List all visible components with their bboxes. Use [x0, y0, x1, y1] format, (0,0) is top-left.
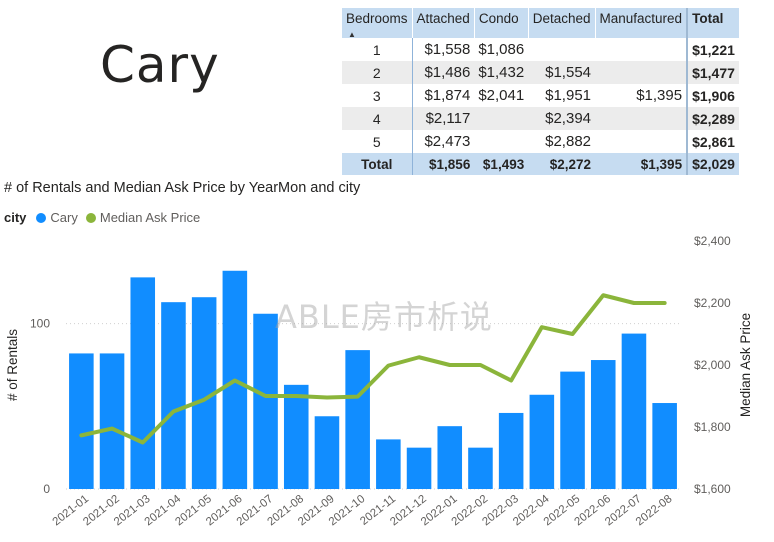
bar-2022-01	[437, 426, 463, 489]
y-right-tick-label: $1,600	[694, 482, 731, 496]
total-attached: $1,856	[412, 153, 475, 175]
bar-2021-08	[283, 384, 309, 489]
y-right-tick-label: $2,400	[694, 234, 731, 248]
y-tick-label: 100	[30, 317, 50, 331]
bar-2021-03	[130, 277, 156, 489]
attached-cell: $1,486	[412, 61, 475, 84]
y-tick-label: 0	[43, 482, 50, 496]
legend-label-cary: Cary	[50, 210, 78, 225]
bar-2021-10	[345, 350, 370, 489]
city-title: Cary	[100, 36, 220, 94]
bar-2022-04	[529, 394, 555, 489]
manufactured-cell: $1,395	[636, 87, 683, 104]
row-total-cell: $1,906	[686, 84, 739, 107]
table-row: 4 $2,117 $2,394 $2,289	[342, 107, 739, 130]
header-attached[interactable]: Attached	[411, 8, 475, 38]
bar-2022-05	[560, 371, 585, 489]
bar-2022-03	[498, 412, 524, 489]
bar-2021-09	[314, 416, 340, 489]
table-total-row: Total $1,856 $1,493 $2,272 $1,395 $2,029	[342, 153, 739, 175]
bar-2022-08	[652, 403, 677, 489]
detached-cell: $2,882	[545, 133, 592, 150]
rent-matrix-table: Bedrooms ▲ Attached Condo Detached Manuf…	[342, 8, 739, 175]
legend-dot-cary-icon	[36, 212, 47, 223]
legend-dot-median-ask-price-icon	[85, 212, 96, 223]
bar-2022-02	[468, 447, 493, 489]
header-manufactured[interactable]: Manufactured	[594, 8, 688, 38]
condo-cell: $1,432	[474, 61, 529, 84]
detached-cell: $1,554	[528, 61, 596, 84]
row-total-cell: $2,861	[686, 130, 739, 153]
bar-2021-11	[376, 439, 401, 489]
total-total: $2,029	[686, 153, 739, 175]
bedroom-cell: 2	[342, 61, 413, 84]
y-axis-title: # of Rentals	[5, 329, 20, 401]
bedroom-cell: 3	[342, 84, 413, 107]
bar-2022-07	[621, 333, 647, 489]
manufactured-cell	[595, 61, 688, 84]
condo-cell: $2,041	[478, 87, 525, 104]
chart-title: # of Rentals and Median Ask Price by Yea…	[4, 180, 361, 196]
bar-2021-12	[406, 447, 432, 489]
total-condo: $1,493	[474, 153, 529, 175]
watermark-text: ABLE房市析说	[275, 298, 493, 336]
attached-cell: $1,558	[424, 41, 471, 58]
detached-cell: $2,394	[528, 107, 596, 130]
y-right-tick-label: $2,200	[694, 296, 731, 310]
bedroom-cell: 1	[342, 38, 413, 61]
bar-2021-01	[69, 353, 94, 489]
y-right-tick-label: $2,000	[694, 358, 731, 372]
header-condo[interactable]: Condo	[473, 8, 529, 38]
table-header-row: Bedrooms ▲ Attached Condo Detached Manuf…	[342, 8, 739, 39]
row-total-cell: $1,477	[686, 61, 739, 84]
condo-cell	[474, 107, 529, 130]
y-right-axis-title: Median Ask Price	[738, 313, 753, 417]
attached-cell: $1,874	[424, 87, 471, 104]
median-ask-price-line	[79, 293, 667, 445]
legend-label-median-ask-price: Median Ask Price	[99, 210, 201, 225]
table-row: 1 $1,558 $1,086 $1,221	[342, 38, 739, 61]
table-row: 5 $2,473 $2,882 $2,861	[342, 130, 739, 153]
legend-title: city	[4, 210, 27, 225]
legend-item-median-ask-price[interactable]: Median Ask Price	[85, 210, 201, 225]
bar-2021-07	[253, 313, 278, 489]
table-row: 2 $1,486 $1,432 $1,554 $1,477	[342, 61, 739, 84]
bedroom-cell: 4	[342, 107, 413, 130]
header-bedrooms-label: Bedrooms	[346, 11, 408, 26]
bar-2021-04	[161, 302, 186, 489]
bar-2022-06	[590, 360, 616, 489]
chart-legend: city Cary Median Ask Price	[4, 210, 208, 225]
bar-2021-02	[99, 353, 125, 489]
y-right-tick-label: $1,800	[694, 420, 731, 434]
legend-item-cary[interactable]: Cary	[36, 210, 78, 225]
manufactured-cell	[595, 107, 688, 130]
total-detached: $2,272	[528, 153, 596, 175]
attached-cell: $2,473	[424, 133, 471, 150]
header-detached[interactable]: Detached	[527, 8, 596, 38]
table-body: 1 $1,558 $1,086 $1,221 2 $1,486 $1,432 $1,554 $1…	[342, 38, 739, 153]
row-total-cell: $2,289	[686, 107, 739, 130]
detached-cell: $1,951	[545, 87, 592, 104]
header-total[interactable]: Total	[686, 8, 739, 38]
sort-ascending-icon[interactable]: ▲	[348, 30, 356, 39]
total-row-label: Total	[342, 153, 413, 175]
attached-cell: $2,117	[412, 107, 475, 130]
header-bedrooms[interactable]: Bedrooms ▲	[342, 8, 413, 39]
total-manufactured: $1,395	[595, 153, 688, 175]
bedroom-cell: 5	[342, 130, 413, 153]
row-total-cell: $1,221	[686, 38, 739, 61]
condo-cell: $1,086	[478, 41, 525, 58]
table-row: 3 $1,874 $2,041 $1,951 $1,395 $1,906	[342, 84, 739, 107]
